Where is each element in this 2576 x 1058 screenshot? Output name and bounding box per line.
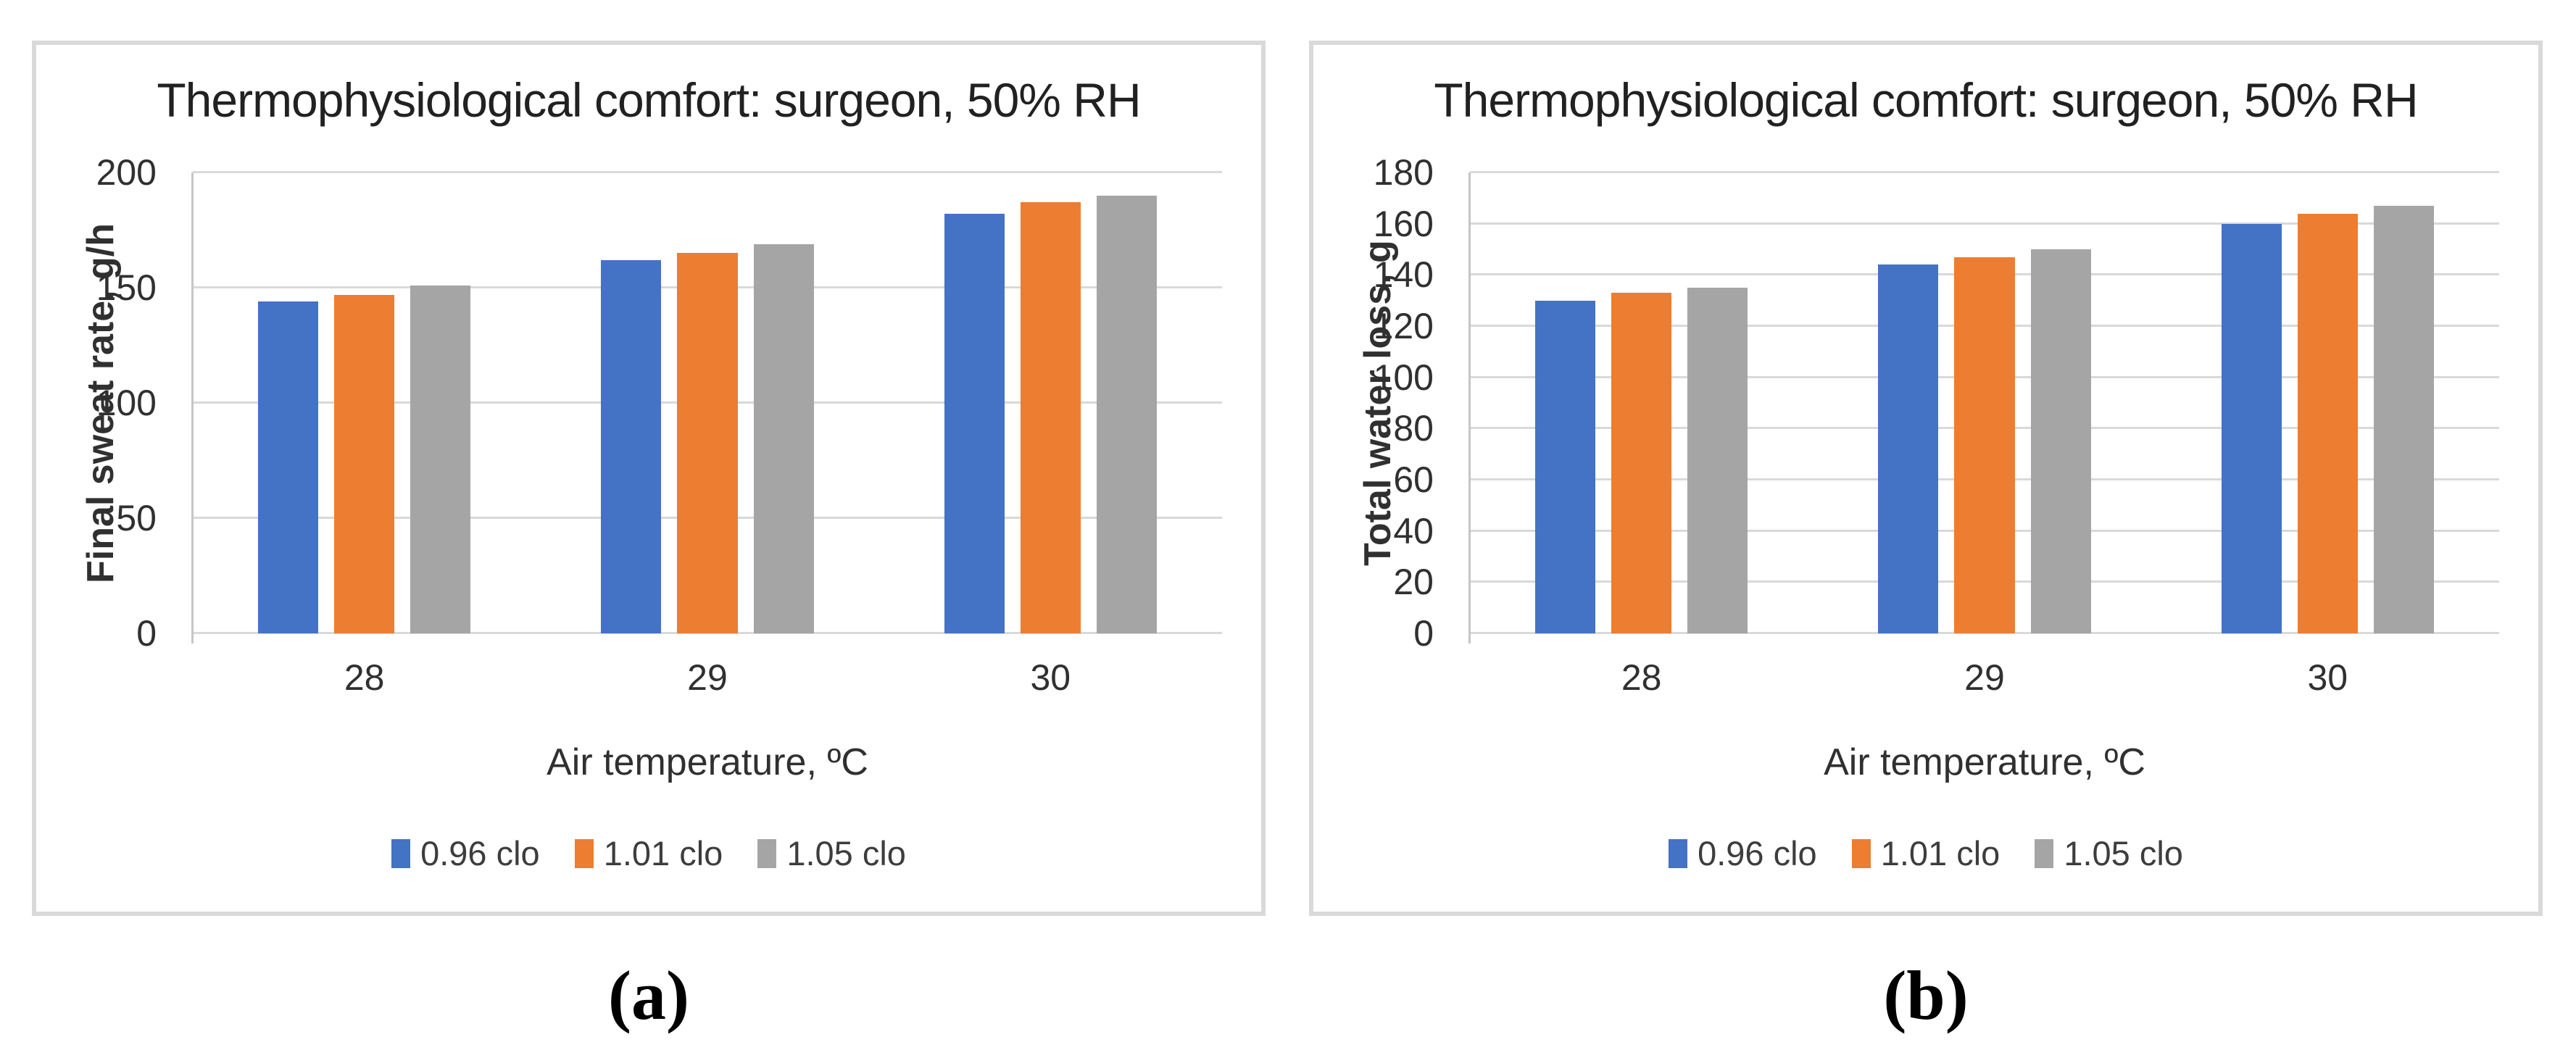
bar <box>1687 288 1748 633</box>
y-axis-ticks: 0 50 100 150 200 <box>36 154 178 651</box>
bar <box>334 294 395 633</box>
x-tick-label: 29 <box>687 657 728 698</box>
legend-swatch <box>574 838 594 868</box>
category-slot <box>879 172 1222 633</box>
bar <box>2297 213 2358 633</box>
y-tick-label: 80 <box>1393 408 1434 449</box>
y-tick-label: 50 <box>116 498 157 538</box>
legend-swatch <box>391 838 411 868</box>
y-tick-label: 0 <box>136 613 157 654</box>
x-axis-title: Air temperature, ºC <box>1824 741 2145 783</box>
category-slot <box>2156 172 2499 633</box>
bar-group <box>601 172 814 633</box>
gridline <box>1470 222 2499 225</box>
x-axis-ticks: 28 29 30 <box>1470 657 2499 699</box>
y-axis-line <box>191 172 194 643</box>
chart-title: Thermophysiological comfort: surgeon, 50… <box>1434 73 2418 127</box>
x-tick-label: 28 <box>1621 657 1662 698</box>
chart-panel-b: Thermophysiological comfort: surgeon, 50… <box>1309 41 2543 916</box>
bar-slots <box>1470 172 2499 633</box>
x-tick-label: 28 <box>344 657 385 698</box>
bar <box>1878 264 1939 633</box>
legend-label: 1.05 clo <box>786 834 906 872</box>
y-tick-label: 100 <box>1373 357 1434 398</box>
bar <box>944 214 1005 633</box>
x-axis-ticks: 28 29 30 <box>193 657 1222 699</box>
category-slot <box>536 172 878 633</box>
y-tick-label: 0 <box>1413 613 1434 654</box>
legend-label: 1.05 clo <box>2064 834 2183 872</box>
bar <box>601 259 662 633</box>
bar <box>410 285 471 633</box>
y-tick-label: 100 <box>96 383 157 423</box>
gridline <box>1470 171 2499 173</box>
bar <box>2373 205 2435 633</box>
y-tick-label: 40 <box>1393 510 1434 551</box>
legend-swatch <box>1669 838 1688 868</box>
bar <box>1096 195 1158 633</box>
x-axis-title: Air temperature, ºC <box>547 741 868 783</box>
legend-entry: 1.05 clo <box>2035 833 2183 873</box>
bar-group <box>1534 172 1748 633</box>
legend-label: 1.01 clo <box>1880 834 2000 872</box>
bar <box>1534 300 1596 633</box>
gridline <box>193 171 1222 173</box>
chart-title: Thermophysiological comfort: surgeon, 50… <box>157 73 1141 127</box>
plot-area <box>1468 171 2499 643</box>
y-axis-ticks: 0 20 40 60 80 100 120 140 160 180 <box>1313 154 1455 651</box>
bar <box>257 301 319 633</box>
y-tick-label: 60 <box>1393 459 1434 500</box>
legend-swatch <box>1851 838 1871 868</box>
y-tick-label: 160 <box>1373 203 1434 244</box>
bar <box>1020 202 1081 633</box>
bar <box>1611 293 1672 633</box>
legend-label: 0.96 clo <box>420 834 540 872</box>
caption-a: (a) <box>608 957 689 1034</box>
bar <box>677 253 738 633</box>
x-tick-label: 30 <box>2307 657 2348 698</box>
bar <box>753 243 814 633</box>
legend-entry: 1.01 clo <box>574 833 723 873</box>
legend-entry: 1.05 clo <box>757 833 906 873</box>
y-tick-label: 20 <box>1393 562 1434 603</box>
y-axis-line <box>1468 172 1471 643</box>
legend-label: 0.96 clo <box>1698 834 1817 872</box>
plot-area <box>191 171 1222 643</box>
bar-group <box>2221 172 2435 633</box>
y-tick-label: 180 <box>1373 152 1434 193</box>
caption-b: (b) <box>1883 957 1969 1034</box>
y-tick-label: 150 <box>96 267 157 308</box>
x-tick-label: 29 <box>1964 657 2005 698</box>
category-slot <box>193 172 536 633</box>
bar-group <box>257 172 471 633</box>
legend-swatch <box>757 838 777 868</box>
y-tick-label: 140 <box>1373 254 1434 296</box>
legend-entry: 0.96 clo <box>1669 833 1817 873</box>
bar <box>1954 257 2015 633</box>
bar-group <box>944 172 1158 633</box>
x-tick-label: 30 <box>1030 657 1071 698</box>
y-tick-label: 120 <box>1373 306 1434 346</box>
legend: 0.96 clo 1.01 clo 1.05 clo <box>36 833 1261 873</box>
category-slot <box>1813 172 2156 633</box>
bar-group <box>1878 172 2091 633</box>
legend: 0.96 clo 1.01 clo 1.05 clo <box>1313 833 2538 873</box>
bar-slots <box>193 172 1222 633</box>
bar <box>2221 223 2282 633</box>
legend-label: 1.01 clo <box>603 834 723 872</box>
y-tick-label: 200 <box>96 152 157 193</box>
bar <box>2030 249 2091 633</box>
legend-swatch <box>2035 838 2054 868</box>
legend-entry: 0.96 clo <box>391 833 540 873</box>
chart-panel-a: Thermophysiological comfort: surgeon, 50… <box>32 41 1266 916</box>
category-slot <box>1470 172 1813 633</box>
legend-entry: 1.01 clo <box>1851 833 2000 873</box>
